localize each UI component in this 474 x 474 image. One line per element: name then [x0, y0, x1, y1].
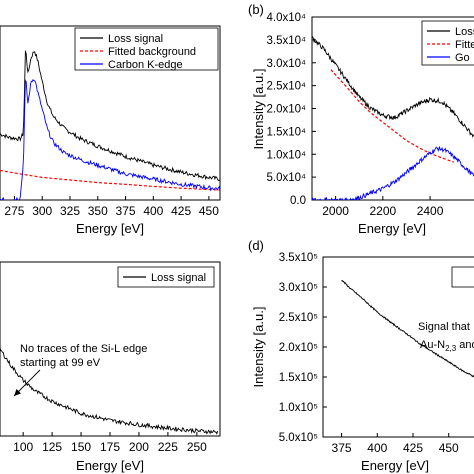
panel-b-legend-box	[421, 20, 474, 66]
panel-a: 275 300 325 350 375 400 425 450 Energy [eV] Los…	[0, 25, 221, 236]
panel-b-xtick-label: 2000	[322, 204, 349, 218]
panel-c: 100 125 150 175 200 225 250 Energy [eV] Loss s…	[0, 261, 221, 473]
panel-a-xtick-label: 425	[171, 204, 191, 218]
panel-c-xticks: 100 125 150 175 200 225 250	[13, 432, 207, 454]
panel-b-yticks: 0.0 5.0x10⁴ 1.0x10⁴ 1.5x10⁴ 2.0x10⁴ 2.5x10⁴ 3.…	[267, 12, 316, 207]
panel-a-legend-label: Loss signal	[108, 33, 163, 45]
panel-a-xtick-label: 400	[143, 204, 163, 218]
panel-d-ytick-label: 3.0x10⁵	[279, 282, 319, 294]
panel-b-xticks: 2000 2200 2400	[322, 196, 444, 218]
panel-b-xlabel: Energy [eV]	[358, 221, 426, 236]
panel-d-series-0	[341, 279, 474, 378]
panel-b-series	[312, 36, 474, 200]
panel-d-xlabel: Energy [eV]	[361, 458, 429, 473]
panel-d-ytick-label: 5.0x10⁵	[279, 432, 319, 444]
panel-c-legend: Loss signal	[117, 266, 215, 288]
panel-d: (d) 375 400 425 450 5.0x10⁵ 1.0x10⁵ 1.5x10⁵ 2.…	[248, 238, 474, 473]
panel-d-ytick-label: 1.5x10⁵	[279, 372, 319, 384]
panel-d-xtick-label: 425	[403, 441, 423, 455]
panel-d-legend-box	[451, 266, 474, 288]
panel-b-ytick-label: 3.0x10⁴	[267, 58, 307, 70]
panel-d-annotation-line2: Au-N2,3 and	[420, 339, 474, 353]
panel-b-legend-label: Loss	[455, 26, 474, 38]
panel-d-annotation-sub: 2,3	[445, 344, 457, 353]
panel-d-ytick-label: 1.0x10⁵	[279, 402, 319, 414]
panel-b-xtick-label: 2200	[369, 204, 396, 218]
panel-c-xtick-label: 100	[13, 440, 33, 454]
panel-a-series	[0, 50, 220, 200]
panel-a-xtick-label: 325	[60, 204, 80, 218]
panel-d-annotation-and: and	[456, 339, 474, 351]
panel-a-legend-label: Fitted background	[108, 46, 196, 58]
panel-d-xtick-label: 450	[439, 441, 459, 455]
panel-b-ytick-label: 1.0x10⁴	[267, 149, 307, 161]
panel-a-xtick-label: 275	[4, 204, 24, 218]
panel-c-xtick-label: 250	[187, 440, 207, 454]
panel-c-annotation-arrowhead	[14, 389, 21, 396]
panel-b-series-0	[312, 36, 474, 139]
panel-d-ytick-label: 2.0x10⁵	[279, 342, 319, 354]
panel-a-xlabel: Energy [eV]	[76, 221, 144, 236]
panel-d-ytick-label: 3.5x10⁵	[279, 252, 319, 264]
panel-b-ytick-label: 2.0x10⁴	[267, 104, 307, 116]
panel-a-xtick-label: 450	[199, 204, 219, 218]
panel-c-series	[0, 347, 219, 435]
panel-c-xtick-label: 200	[129, 440, 149, 454]
panel-c-legend-label: Loss signal	[151, 272, 206, 284]
panel-c-xlabel: Energy [eV]	[76, 458, 144, 473]
panel-d-xtick-label: 375	[332, 441, 352, 455]
panel-a-series-1	[0, 169, 220, 191]
panel-b-legend-label: Go	[455, 52, 470, 64]
panel-a-xtick-label: 350	[88, 204, 108, 218]
panel-b-label: (b)	[248, 2, 264, 17]
panel-c-xtick-label: 125	[42, 440, 62, 454]
panel-b-ytick-label: 5.0x10⁴	[267, 172, 307, 184]
panel-c-legend-box	[117, 266, 215, 288]
panel-a-xticks: 275 300 325 350 375 400 425 450	[4, 196, 219, 218]
panel-c-xtick-label: 150	[71, 440, 91, 454]
panel-b-xtick-label: 2400	[417, 204, 444, 218]
panel-c-series-0	[0, 347, 219, 435]
panel-b-ytick-label: 2.5x10⁴	[267, 81, 307, 93]
panel-b-ytick-label: 0.0	[290, 195, 306, 207]
panel-b-ytick-label: 1.5x10⁴	[267, 126, 307, 138]
panel-b: (b) 2000 2200 2400 0.0 5.0x10⁴ 1.0x10⁴ 1.5x10…	[248, 2, 474, 236]
panel-c-annotation-line1: No traces of the Si-L edge	[20, 343, 147, 355]
panel-d-ytick-label: 2.5x10⁵	[279, 312, 319, 324]
panel-c-xtick-label: 175	[100, 440, 120, 454]
panel-d-ylabel: Intensity [a.u.]	[251, 307, 266, 388]
panel-b-ylabel: Intensity [a.u.]	[251, 69, 266, 150]
panel-d-yticks: 5.0x10⁵ 1.0x10⁵ 1.5x10⁵ 2.0x10⁵ 2.5x10⁵ 3.0x1…	[279, 252, 327, 444]
panel-a-legend-label: Carbon K-edge	[108, 59, 183, 71]
panel-b-series-1	[330, 69, 454, 163]
panel-a-xtick-label: 375	[116, 204, 136, 218]
panel-a-series-0	[0, 50, 220, 182]
panel-c-xtick-label: 225	[158, 440, 178, 454]
panel-d-annotation-line1: Signal that	[418, 321, 470, 333]
panel-a-legend-box	[74, 27, 219, 71]
panel-d-annotation-au: Au-N	[420, 339, 445, 351]
panel-a-xtick-label: 300	[32, 204, 52, 218]
panel-d-series	[341, 279, 474, 378]
panel-d-xtick-label: 400	[367, 441, 387, 455]
panel-b-ytick-label: 3.5x10⁴	[267, 35, 307, 47]
panel-a-series-2	[0, 78, 220, 200]
panel-b-legend-label: Fitte	[455, 39, 474, 51]
panel-b-legend: LossFitteGo	[421, 20, 474, 66]
panel-a-frame	[0, 25, 221, 201]
panel-b-series-2	[312, 146, 474, 200]
panel-b-ytick-label: 4.0x10⁴	[267, 12, 307, 24]
panel-c-annotation-line2: starting at 99 eV	[20, 357, 101, 369]
panel-d-xticks: 375 400 425 450	[332, 433, 459, 455]
panel-d-label: (d)	[248, 238, 264, 253]
